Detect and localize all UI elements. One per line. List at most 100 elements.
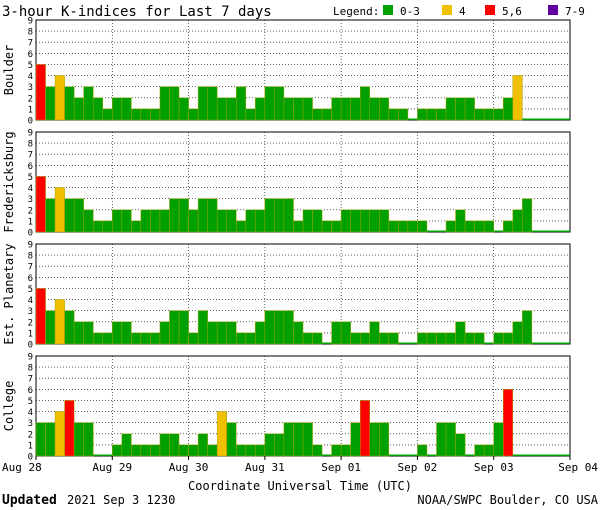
x-tick-label: Sep 03 — [474, 461, 514, 474]
k-index-bar — [197, 86, 208, 121]
k-index-bar — [45, 86, 56, 121]
y-tick-label: 1 — [28, 105, 33, 115]
y-tick-label: 7 — [28, 39, 33, 49]
k-index-bar — [83, 321, 94, 345]
k-index-bar — [45, 422, 56, 457]
k-index-bar — [283, 310, 294, 345]
k-index-bar — [64, 310, 75, 345]
k-index-bar — [379, 332, 390, 345]
k-index-bar — [112, 97, 123, 121]
k-index-bar — [464, 332, 475, 345]
k-index-bar — [417, 332, 428, 345]
k-index-bar — [236, 86, 247, 121]
k-index-bar — [436, 422, 447, 457]
k-index-bar — [436, 108, 447, 121]
k-index-bar — [121, 321, 132, 345]
k-index-bar — [474, 444, 485, 457]
k-index-bar — [169, 198, 180, 233]
k-index-bar — [169, 86, 180, 121]
k-index-bar — [359, 332, 371, 345]
k-index-bar — [283, 97, 294, 121]
k-index-bar — [207, 198, 218, 233]
k-index-bar — [503, 97, 514, 121]
k-index-bar — [550, 342, 561, 344]
k-index-bar — [54, 411, 65, 457]
y-tick-label: 1 — [28, 217, 33, 227]
k-index-bar — [426, 108, 437, 121]
k-index-bar — [131, 444, 142, 457]
k-index-bar — [159, 209, 170, 233]
y-tick-label: 8 — [28, 140, 33, 150]
legend-swatch — [548, 5, 558, 15]
k-index-bar — [216, 97, 227, 121]
k-index-bar — [455, 433, 466, 457]
station-label: Boulder — [2, 45, 16, 96]
k-index-bar — [302, 209, 313, 233]
legend: 0-3 4 5,6 7-9 — [383, 5, 585, 18]
k-index-bar — [340, 321, 351, 345]
k-index-bar — [550, 118, 561, 120]
k-index-bar — [388, 332, 399, 345]
x-tick-label: Sep 01 — [321, 461, 361, 474]
legend-label: Legend: — [333, 5, 379, 18]
k-index-bar — [236, 332, 247, 345]
legend-swatch — [485, 5, 495, 15]
k-index-bar — [417, 444, 428, 457]
y-tick-label: 2 — [28, 206, 33, 216]
y-tick-label: 4 — [28, 408, 33, 418]
y-tick-label: 9 — [28, 353, 33, 363]
k-index-bar — [35, 422, 46, 457]
k-index-bar — [522, 454, 532, 456]
k-index-bar — [83, 422, 94, 457]
y-tick-label: 9 — [28, 129, 33, 139]
k-index-bar — [436, 230, 447, 232]
k-index-bar — [426, 332, 437, 345]
k-index-bar — [264, 310, 275, 345]
k-index-bar — [226, 422, 237, 457]
k-index-bar — [188, 209, 199, 233]
k-index-bar — [426, 230, 437, 232]
k-index-bar — [216, 411, 227, 457]
k-index-bar — [455, 97, 466, 121]
k-index-bar — [92, 332, 104, 345]
y-tick-label: 4 — [28, 296, 33, 306]
y-tick-label: 8 — [28, 28, 33, 38]
k-index-bar — [140, 209, 151, 233]
y-tick-label: 2 — [28, 318, 33, 328]
y-tick-label: 9 — [28, 17, 33, 27]
legend-entry: 4 — [459, 5, 466, 18]
k-index-bar — [340, 97, 351, 121]
k-index-bar — [112, 321, 123, 345]
k-index-bar — [493, 108, 504, 121]
k-index-bar — [407, 454, 418, 456]
k-index-bar — [159, 321, 170, 345]
y-tick-label: 4 — [28, 184, 33, 194]
y-tick-label: 5 — [28, 285, 33, 295]
y-tick-label: 1 — [28, 441, 33, 451]
k-index-bar — [512, 75, 523, 121]
k-index-bar — [45, 310, 56, 345]
y-tick-label: 2 — [28, 430, 33, 440]
k-index-bar — [83, 209, 94, 233]
k-index-bar — [226, 321, 237, 345]
k-index-bar — [560, 230, 570, 232]
source-credit: NOAA/SWPC Boulder, CO USA — [417, 493, 598, 507]
k-index-bar — [45, 198, 56, 233]
k-index-bar — [464, 97, 475, 121]
k-index-bar — [283, 422, 294, 457]
k-index-bar — [131, 108, 142, 121]
y-tick-label: 8 — [28, 252, 33, 262]
k-index-bar — [302, 332, 313, 345]
k-index-bar — [522, 310, 533, 345]
k-index-bar — [112, 209, 123, 233]
k-index-bar — [216, 321, 227, 345]
y-tick-label: 7 — [28, 151, 33, 161]
k-index-bar — [92, 220, 104, 233]
k-index-bar — [216, 209, 227, 233]
updated-value: 2021 Sep 3 1230 — [67, 493, 175, 507]
y-tick-label: 7 — [28, 263, 33, 273]
k-index-bar — [359, 86, 371, 121]
k-index-bar — [245, 332, 256, 345]
